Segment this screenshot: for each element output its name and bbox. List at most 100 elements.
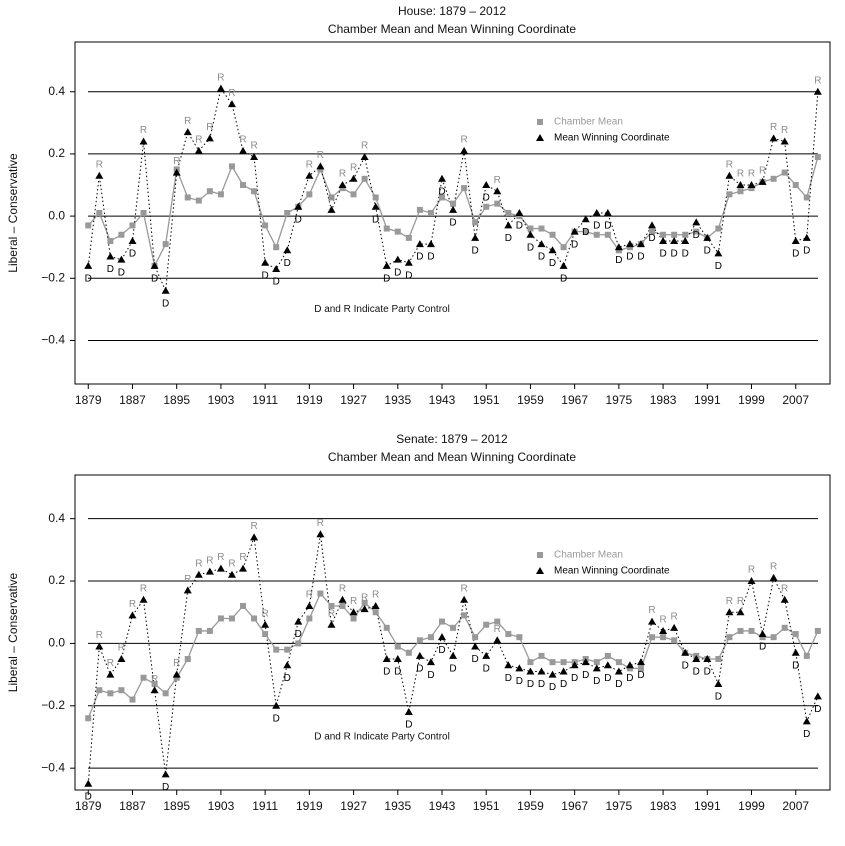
x-tick-label: 1935 <box>384 799 411 813</box>
chamber-mean-point <box>438 618 445 625</box>
party-label: R <box>328 194 335 205</box>
winning-point <box>161 770 170 778</box>
chamber-mean-point <box>538 652 545 659</box>
winning-point <box>316 530 325 538</box>
winning-point <box>84 261 93 269</box>
winning-point <box>504 661 513 669</box>
party-label: D <box>626 252 633 263</box>
party-label: R <box>96 630 103 641</box>
x-tick-label: 1999 <box>738 799 765 813</box>
chamber-mean-point <box>273 244 280 251</box>
chamber-mean-point <box>450 624 457 631</box>
chamber-mean-point <box>472 634 479 641</box>
party-label: R <box>184 116 191 127</box>
party-label: R <box>195 134 202 145</box>
winning-point <box>736 608 745 616</box>
chamber-mean-point <box>372 609 379 616</box>
party-label: D <box>759 642 766 653</box>
chamber-mean-point <box>328 194 335 201</box>
annotation: D and R Indicate Party Control <box>314 732 450 743</box>
party-label: R <box>781 125 788 136</box>
winning-point <box>581 658 590 666</box>
chart-title: House: 1879 – 2012 <box>398 4 506 18</box>
party-label: D <box>505 673 512 684</box>
chamber-mean-point <box>427 210 434 216</box>
party-label: D <box>604 221 611 232</box>
chamber-mean-point <box>140 674 147 681</box>
winning-point <box>703 655 712 663</box>
winning-point <box>382 655 391 663</box>
winning-point <box>747 181 756 189</box>
chamber-mean-point <box>560 244 567 251</box>
x-tick-label: 1927 <box>340 393 367 407</box>
winning-point <box>106 252 115 260</box>
winning-point <box>437 174 446 182</box>
winning-point <box>725 608 734 616</box>
party-label: D <box>582 227 589 238</box>
winning-point <box>526 230 535 238</box>
x-tick-label: 1983 <box>650 393 677 407</box>
chamber-mean-point <box>649 228 656 235</box>
chamber-mean-point <box>383 624 390 631</box>
winning-point <box>614 667 623 675</box>
winning-point <box>393 255 402 263</box>
y-tick-label: 0.4 <box>48 84 65 98</box>
party-label: R <box>648 605 655 616</box>
chamber-mean-point <box>549 231 556 238</box>
winning-point <box>316 162 325 170</box>
legend-marker <box>536 134 544 141</box>
chamber-mean-point <box>593 231 600 238</box>
chamber-mean-point <box>671 231 678 238</box>
x-tick-label: 1951 <box>473 393 500 407</box>
chamber-mean-point <box>217 615 224 622</box>
x-tick-label: 1967 <box>561 393 588 407</box>
party-label: D <box>593 221 600 232</box>
winning-point <box>95 171 104 179</box>
chamber-mean-point <box>516 634 523 641</box>
winning-point <box>227 570 236 578</box>
x-tick-label: 1919 <box>296 799 323 813</box>
party-label: D <box>704 246 711 257</box>
winning-point <box>161 286 170 294</box>
chamber-mean-point <box>107 237 114 244</box>
chart-subtitle: Chamber Mean and Mean Winning Coordinate <box>328 450 576 464</box>
y-tick-label: −0.2 <box>41 270 65 284</box>
chamber-mean-point <box>184 656 191 663</box>
chamber-mean-point <box>240 602 247 609</box>
party-label: R <box>726 596 733 607</box>
party-label: D <box>449 218 456 229</box>
legend-label: Chamber Mean <box>554 117 623 128</box>
winning-point <box>393 655 402 663</box>
chamber-mean-point <box>306 615 313 622</box>
chamber-mean-point <box>549 659 556 666</box>
winning-point <box>239 146 248 154</box>
party-label: D <box>383 667 390 678</box>
party-label: D <box>129 249 136 260</box>
winning-point <box>349 608 358 616</box>
winning-point <box>581 215 590 223</box>
party-label: D <box>626 673 633 684</box>
chamber-mean-point <box>660 231 667 238</box>
winning-point <box>371 202 380 210</box>
winning-point <box>537 667 546 675</box>
chamber-mean-point <box>394 643 401 650</box>
party-label: D <box>427 252 434 263</box>
winning-point <box>360 153 369 161</box>
party-label: R <box>262 608 269 619</box>
party-label: D <box>549 682 556 693</box>
party-label: R <box>250 521 257 532</box>
x-tick-label: 1975 <box>606 799 633 813</box>
winning-point <box>95 642 104 650</box>
chamber-mean-point <box>251 615 258 622</box>
winning-point <box>802 233 811 241</box>
x-tick-label: 1895 <box>163 799 190 813</box>
winning-point <box>714 679 723 687</box>
winning-point <box>250 533 259 541</box>
chamber-mean-point <box>162 690 169 697</box>
party-label: D <box>814 704 821 715</box>
party-label: D <box>792 660 799 671</box>
party-label: R <box>328 608 335 619</box>
party-label: D <box>273 277 280 288</box>
winning-point <box>305 601 314 609</box>
party-label: D <box>284 673 291 684</box>
